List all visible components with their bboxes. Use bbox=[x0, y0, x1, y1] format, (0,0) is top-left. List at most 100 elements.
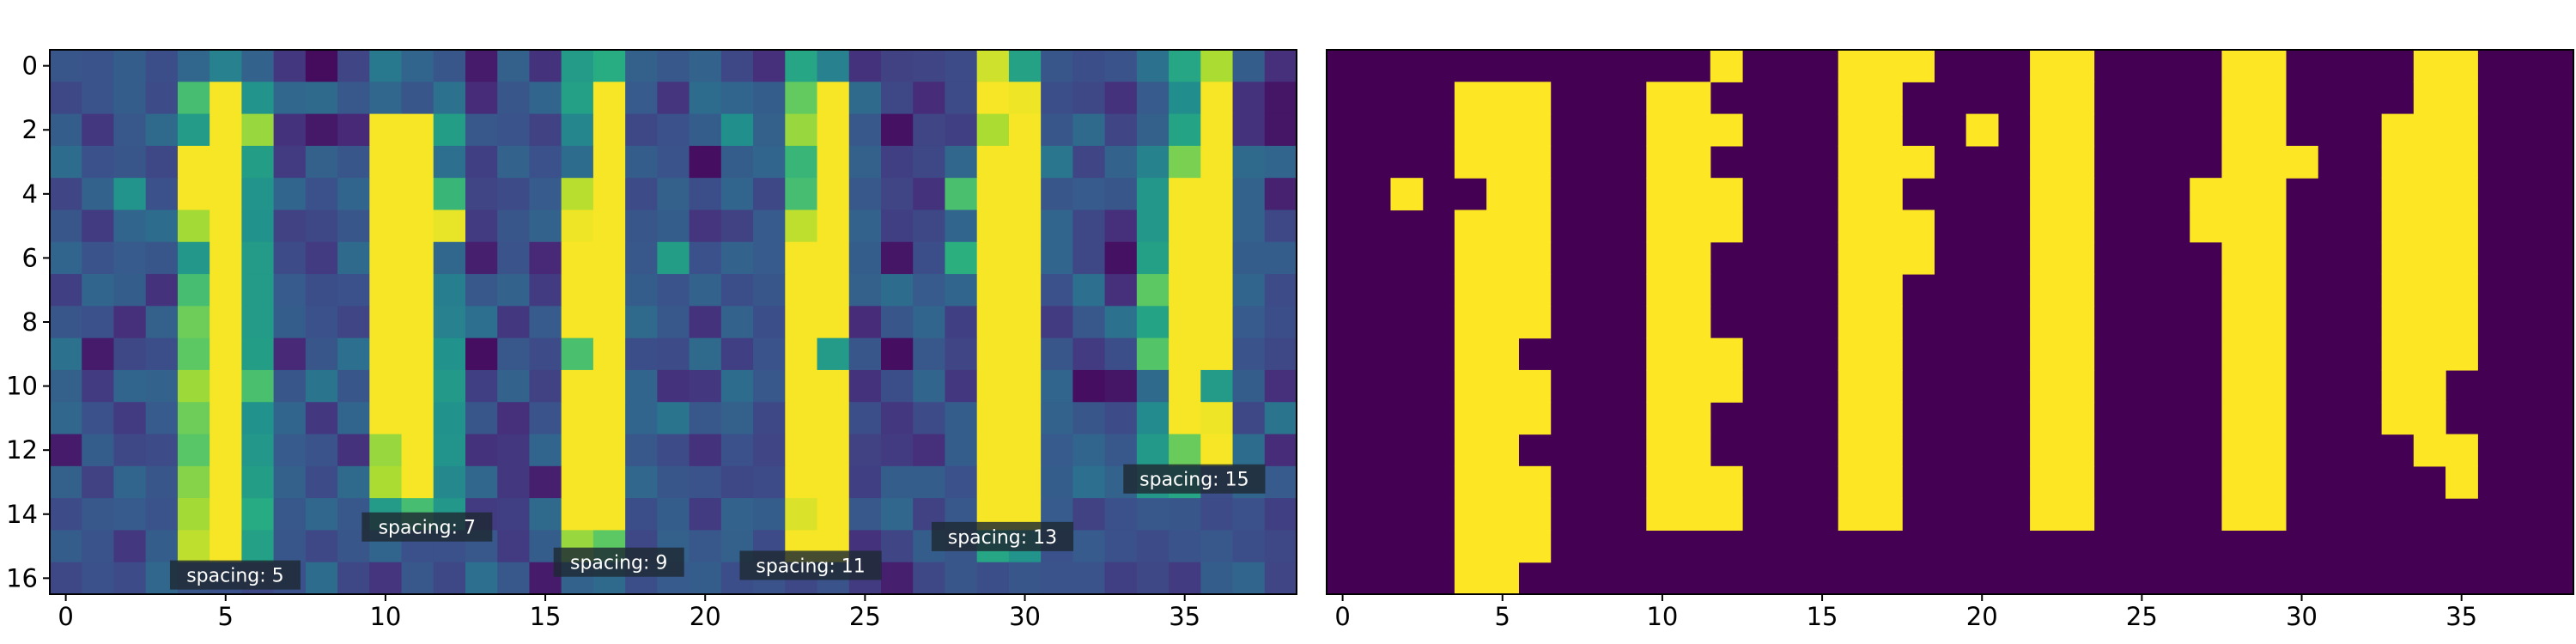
heatmap-cell bbox=[657, 113, 690, 147]
heatmap-cell bbox=[497, 306, 531, 339]
heatmap-cell bbox=[1264, 465, 1297, 499]
heatmap-cell bbox=[657, 178, 690, 211]
heatmap-cell bbox=[529, 145, 562, 179]
heatmap-cell bbox=[1232, 82, 1266, 115]
heatmap-cell bbox=[1041, 402, 1073, 435]
heatmap-cell bbox=[1041, 113, 1073, 147]
heatmap-cell bbox=[913, 465, 946, 499]
heatmap-cell bbox=[1264, 562, 1297, 595]
heatmap-cell bbox=[369, 113, 403, 147]
heatmap-cell bbox=[529, 210, 562, 243]
spacing-annotation: spacing: 13 bbox=[931, 521, 1074, 551]
heatmap-cell bbox=[1008, 113, 1042, 147]
heatmap-cell bbox=[1104, 337, 1138, 371]
heatmap-cell bbox=[529, 498, 562, 532]
binary-cell-on bbox=[1838, 274, 1903, 307]
binary-cell-on bbox=[1454, 465, 1552, 499]
heatmap-cell bbox=[305, 530, 338, 563]
heatmap-cell bbox=[848, 50, 882, 82]
heatmap-cell bbox=[337, 465, 370, 499]
heatmap-cell bbox=[50, 498, 82, 532]
x-tick-label: 0 bbox=[1334, 602, 1350, 631]
heatmap-cell bbox=[401, 145, 434, 179]
heatmap-cell bbox=[1072, 82, 1106, 115]
heatmap-cell bbox=[1008, 210, 1042, 243]
heatmap-cell bbox=[592, 113, 626, 147]
heatmap-cell bbox=[210, 498, 242, 532]
x-tick-label: 35 bbox=[1169, 602, 1200, 631]
heatmap-cell bbox=[753, 434, 786, 467]
binary-cell-on bbox=[2381, 306, 2478, 339]
heatmap-cell bbox=[720, 50, 754, 82]
binary-heatmap-axes: 0 5 10 15 20 25 30 35 bbox=[1334, 594, 2477, 631]
binary-cell-on bbox=[1454, 369, 1552, 403]
heatmap-cell bbox=[657, 369, 690, 403]
heatmap-cell bbox=[305, 402, 338, 435]
heatmap-cell bbox=[592, 306, 626, 339]
heatmap-cell bbox=[1041, 241, 1073, 275]
heatmap-cell bbox=[337, 434, 370, 467]
heatmap-cell bbox=[369, 465, 403, 499]
heatmap-cell bbox=[1264, 369, 1297, 403]
heatmap-cell bbox=[210, 113, 242, 147]
heatmap-cell bbox=[785, 210, 818, 243]
heatmap-cell bbox=[976, 82, 1010, 115]
heatmap-cell bbox=[1232, 369, 1266, 403]
heatmap-cell bbox=[305, 562, 338, 595]
heatmap-cell bbox=[401, 465, 434, 499]
heatmap-cell bbox=[465, 465, 498, 499]
heatmap-cell bbox=[465, 306, 498, 339]
heatmap-cell bbox=[1008, 50, 1042, 82]
heatmap-cell bbox=[145, 369, 179, 403]
heatmap-cell bbox=[82, 210, 115, 243]
heatmap-cell bbox=[753, 241, 786, 275]
heatmap-cell bbox=[529, 274, 562, 307]
heatmap-cell bbox=[113, 465, 147, 499]
heatmap-cell bbox=[1008, 145, 1042, 179]
heatmap-cell bbox=[369, 274, 403, 307]
heatmap-cell bbox=[881, 145, 914, 179]
heatmap-cell bbox=[1264, 241, 1297, 275]
heatmap-cell bbox=[785, 50, 818, 82]
x-tick-label: 15 bbox=[530, 602, 562, 631]
heatmap-cell bbox=[689, 113, 722, 147]
y-tick-label: 4 bbox=[22, 179, 38, 209]
heatmap-cell bbox=[1104, 178, 1138, 211]
heatmap-cell bbox=[337, 210, 370, 243]
heatmap-cell bbox=[82, 50, 115, 82]
heatmap-cell bbox=[881, 402, 914, 435]
heatmap-cell bbox=[113, 337, 147, 371]
binary-cell-on bbox=[2221, 369, 2287, 403]
heatmap-cell bbox=[720, 434, 754, 467]
heatmap-cell bbox=[1104, 82, 1138, 115]
heatmap-cell bbox=[976, 402, 1010, 435]
heatmap-cell bbox=[50, 274, 82, 307]
heatmap-cell bbox=[50, 50, 82, 82]
heatmap-cell bbox=[145, 50, 179, 82]
binary-cell-on bbox=[2030, 241, 2095, 275]
heatmap-cell bbox=[1041, 369, 1073, 403]
heatmap-cell bbox=[785, 113, 818, 147]
heatmap-cell bbox=[1264, 274, 1297, 307]
heatmap-cell bbox=[82, 82, 115, 115]
heatmap-cell bbox=[241, 498, 275, 532]
heatmap-cell bbox=[945, 306, 978, 339]
heatmap-cell bbox=[465, 369, 498, 403]
heatmap-cell bbox=[561, 210, 594, 243]
heatmap-cell bbox=[817, 50, 850, 82]
heatmap-cell bbox=[1200, 50, 1234, 82]
heatmap-cell bbox=[625, 306, 658, 339]
heatmap-cell bbox=[881, 530, 914, 563]
heatmap-cell bbox=[817, 498, 850, 532]
heatmap-cell bbox=[561, 434, 594, 467]
heatmap-cell bbox=[369, 402, 403, 435]
heatmap-cell bbox=[753, 274, 786, 307]
heatmap-cell bbox=[305, 113, 338, 147]
heatmap-cell bbox=[1200, 402, 1234, 435]
heatmap-cell bbox=[50, 402, 82, 435]
heatmap-cell bbox=[1264, 82, 1297, 115]
heatmap-cell bbox=[1169, 498, 1201, 532]
heatmap-cell bbox=[433, 241, 466, 275]
heatmap-cell bbox=[337, 82, 370, 115]
y-tick-label: 12 bbox=[6, 435, 38, 465]
